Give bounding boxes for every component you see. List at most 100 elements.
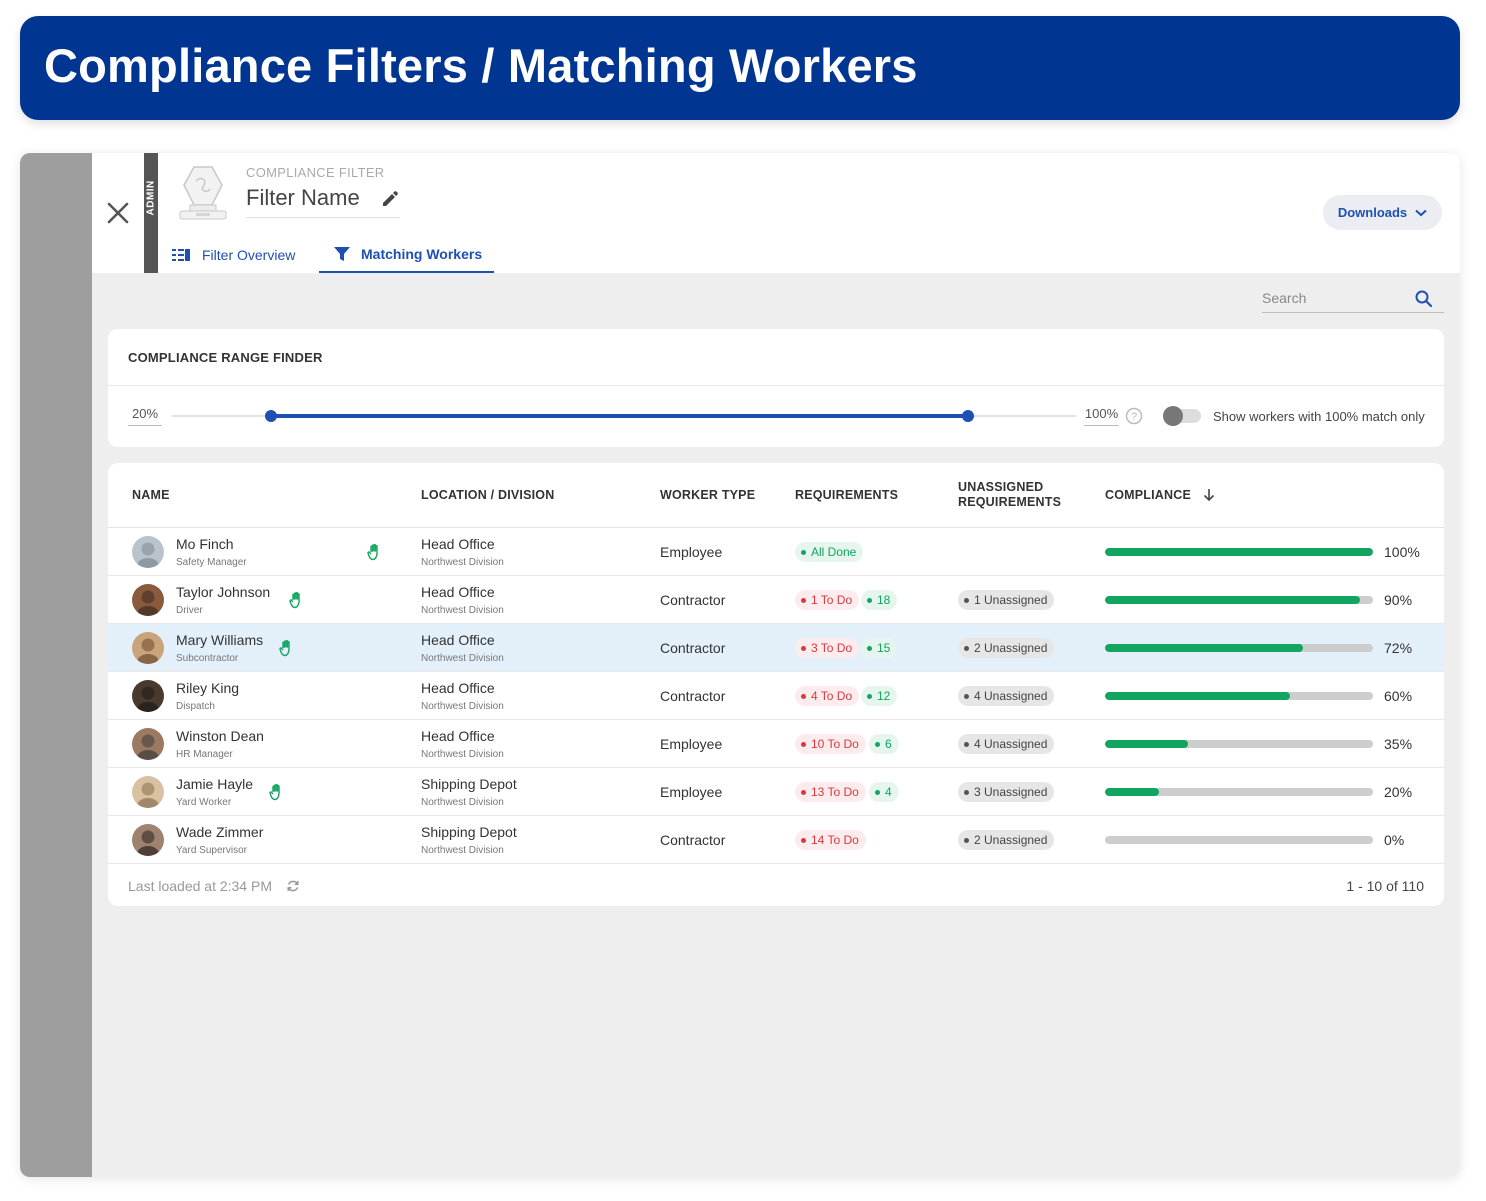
column-header-worker-type[interactable]: WORKER TYPE bbox=[660, 487, 756, 502]
badge-label: 12 bbox=[877, 689, 891, 703]
status-dot bbox=[875, 789, 880, 795]
todo-badge[interactable]: 14 To Do bbox=[795, 830, 866, 850]
status-dot bbox=[875, 741, 880, 747]
done-badge[interactable]: 12 bbox=[861, 686, 898, 706]
status-dot bbox=[964, 789, 969, 795]
search-icon[interactable] bbox=[1414, 289, 1434, 309]
refresh-icon[interactable] bbox=[286, 879, 300, 893]
done-badge[interactable]: 4 bbox=[869, 782, 899, 802]
range-slider-low-handle[interactable] bbox=[265, 410, 278, 422]
range-min-input[interactable]: 20% bbox=[128, 406, 162, 426]
badge-label: 4 To Do bbox=[811, 689, 853, 703]
todo-badge[interactable]: 10 To Do bbox=[795, 734, 866, 754]
todo-badge[interactable]: 3 To Do bbox=[795, 638, 860, 658]
badge-label: 6 bbox=[885, 737, 892, 751]
division: Northwest Division bbox=[421, 653, 504, 664]
todo-badge[interactable]: 13 To Do bbox=[795, 782, 866, 802]
badge-label: 2 Unassigned bbox=[974, 833, 1048, 847]
sort-arrow-down-icon[interactable] bbox=[1203, 488, 1215, 502]
worker-name[interactable]: Riley King bbox=[176, 680, 240, 696]
header-line: REQUIREMENTS bbox=[958, 495, 1062, 509]
worker-name[interactable]: Mary Williams bbox=[176, 632, 264, 648]
header-label: COMPLIANCE bbox=[1105, 487, 1192, 502]
done-badge[interactable]: 18 bbox=[861, 590, 898, 610]
table-row[interactable]: Mo Finch Safety Manager Head Office Northw… bbox=[108, 528, 1444, 576]
compliance-progress-bar bbox=[1105, 740, 1373, 748]
worker-type: Employee bbox=[660, 736, 723, 752]
app-panel: ADMIN COMPLIANCE FILTER Filter Name bbox=[92, 153, 1460, 1177]
left-overlay-strip bbox=[20, 153, 92, 1177]
worker-name[interactable]: Mo Finch bbox=[176, 536, 234, 552]
unassigned-badge[interactable]: 4 Unassigned bbox=[958, 686, 1055, 706]
worker-role: Dispatch bbox=[176, 701, 215, 712]
unassigned-badge[interactable]: 2 Unassigned bbox=[958, 638, 1055, 658]
compliance-progress-bar bbox=[1105, 836, 1373, 844]
status-dot bbox=[964, 645, 969, 651]
range-max-input[interactable]: 100% bbox=[1084, 406, 1119, 426]
worker-role: Yard Supervisor bbox=[176, 845, 247, 856]
worker-role: HR Manager bbox=[176, 749, 233, 760]
range-slider-fill bbox=[271, 414, 968, 418]
done-badge[interactable]: 15 bbox=[861, 638, 898, 658]
avatar bbox=[132, 824, 164, 856]
unassigned-badge[interactable]: 1 Unassigned bbox=[958, 590, 1055, 610]
table-row[interactable]: Wade Zimmer Yard Supervisor Shipping Depot… bbox=[108, 816, 1444, 864]
worker-name[interactable]: Wade Zimmer bbox=[176, 824, 264, 840]
badge-label: 3 Unassigned bbox=[974, 785, 1048, 799]
all-done-badge: All Done bbox=[795, 542, 864, 562]
range-slider-high-handle[interactable] bbox=[961, 410, 974, 422]
downloads-button[interactable]: Downloads bbox=[1323, 195, 1442, 230]
help-icon[interactable]: ? bbox=[1125, 407, 1143, 425]
tab-matching-workers[interactable]: Matching Workers bbox=[319, 237, 495, 273]
filter-name: Filter Name bbox=[246, 185, 360, 210]
column-header-name[interactable]: NAME bbox=[132, 487, 170, 502]
range-slider[interactable] bbox=[172, 410, 1076, 422]
worker-type: Contractor bbox=[660, 688, 726, 704]
division: Northwest Division bbox=[421, 797, 504, 808]
compliance-progress-bar bbox=[1105, 548, 1373, 556]
tab-filter-overview[interactable]: Filter Overview bbox=[172, 237, 295, 273]
location: Head Office bbox=[421, 584, 495, 600]
unassigned-badge[interactable]: 2 Unassigned bbox=[958, 830, 1055, 850]
status-dot bbox=[801, 789, 806, 795]
location: Head Office bbox=[421, 680, 495, 696]
unassigned-badge[interactable]: 3 Unassigned bbox=[958, 782, 1055, 802]
worker-name[interactable]: Winston Dean bbox=[176, 728, 264, 744]
close-icon[interactable] bbox=[104, 199, 132, 227]
search-input[interactable] bbox=[1262, 287, 1412, 309]
location: Shipping Depot bbox=[421, 776, 517, 792]
status-dot bbox=[867, 597, 872, 603]
list-view-icon bbox=[172, 249, 190, 261]
tab-label: Matching Workers bbox=[361, 246, 483, 262]
table-row[interactable]: Taylor Johnson Driver Head Office Northwes… bbox=[108, 576, 1444, 624]
status-dot bbox=[964, 837, 969, 843]
match-only-toggle[interactable] bbox=[1163, 406, 1201, 426]
compliance-percent: 20% bbox=[1384, 784, 1413, 800]
compliance-percent: 0% bbox=[1384, 832, 1405, 848]
column-header-compliance[interactable]: COMPLIANCE bbox=[1105, 463, 1215, 527]
division: Northwest Division bbox=[421, 701, 504, 712]
avatar bbox=[132, 728, 164, 760]
table-row[interactable]: Winston Dean HR Manager Head Office Northwe… bbox=[108, 720, 1444, 768]
table-row[interactable]: Mary Williams Subcontractor Head Office No… bbox=[108, 624, 1444, 672]
todo-badge[interactable]: 1 To Do bbox=[795, 590, 860, 610]
done-badge[interactable]: 6 bbox=[869, 734, 899, 754]
location: Head Office bbox=[421, 536, 495, 552]
column-header-location[interactable]: LOCATION / DIVISION bbox=[421, 487, 555, 502]
badge-label: 4 Unassigned bbox=[974, 689, 1048, 703]
worker-name[interactable]: Taylor Johnson bbox=[176, 584, 271, 600]
location: Head Office bbox=[421, 632, 495, 648]
pencil-icon[interactable] bbox=[380, 189, 400, 209]
column-header-requirements[interactable]: REQUIREMENTS bbox=[795, 487, 899, 502]
worker-name[interactable]: Jamie Hayle bbox=[176, 776, 254, 792]
unassigned-badge[interactable]: 4 Unassigned bbox=[958, 734, 1055, 754]
table-row[interactable]: Riley King Dispatch Head Office Northwest D… bbox=[108, 672, 1444, 720]
todo-badge[interactable]: 4 To Do bbox=[795, 686, 860, 706]
progress-fill bbox=[1105, 644, 1304, 652]
status-dot bbox=[801, 837, 806, 843]
toggle-knob bbox=[1163, 406, 1183, 426]
table-row[interactable]: Jamie Hayle Yard Worker Shipping Depot Nor… bbox=[108, 768, 1444, 816]
downloads-label: Downloads bbox=[1337, 205, 1408, 220]
column-header-unassigned[interactable]: UNASSIGNED REQUIREMENTS bbox=[958, 463, 1061, 527]
badge-label: 3 To Do bbox=[811, 641, 853, 655]
